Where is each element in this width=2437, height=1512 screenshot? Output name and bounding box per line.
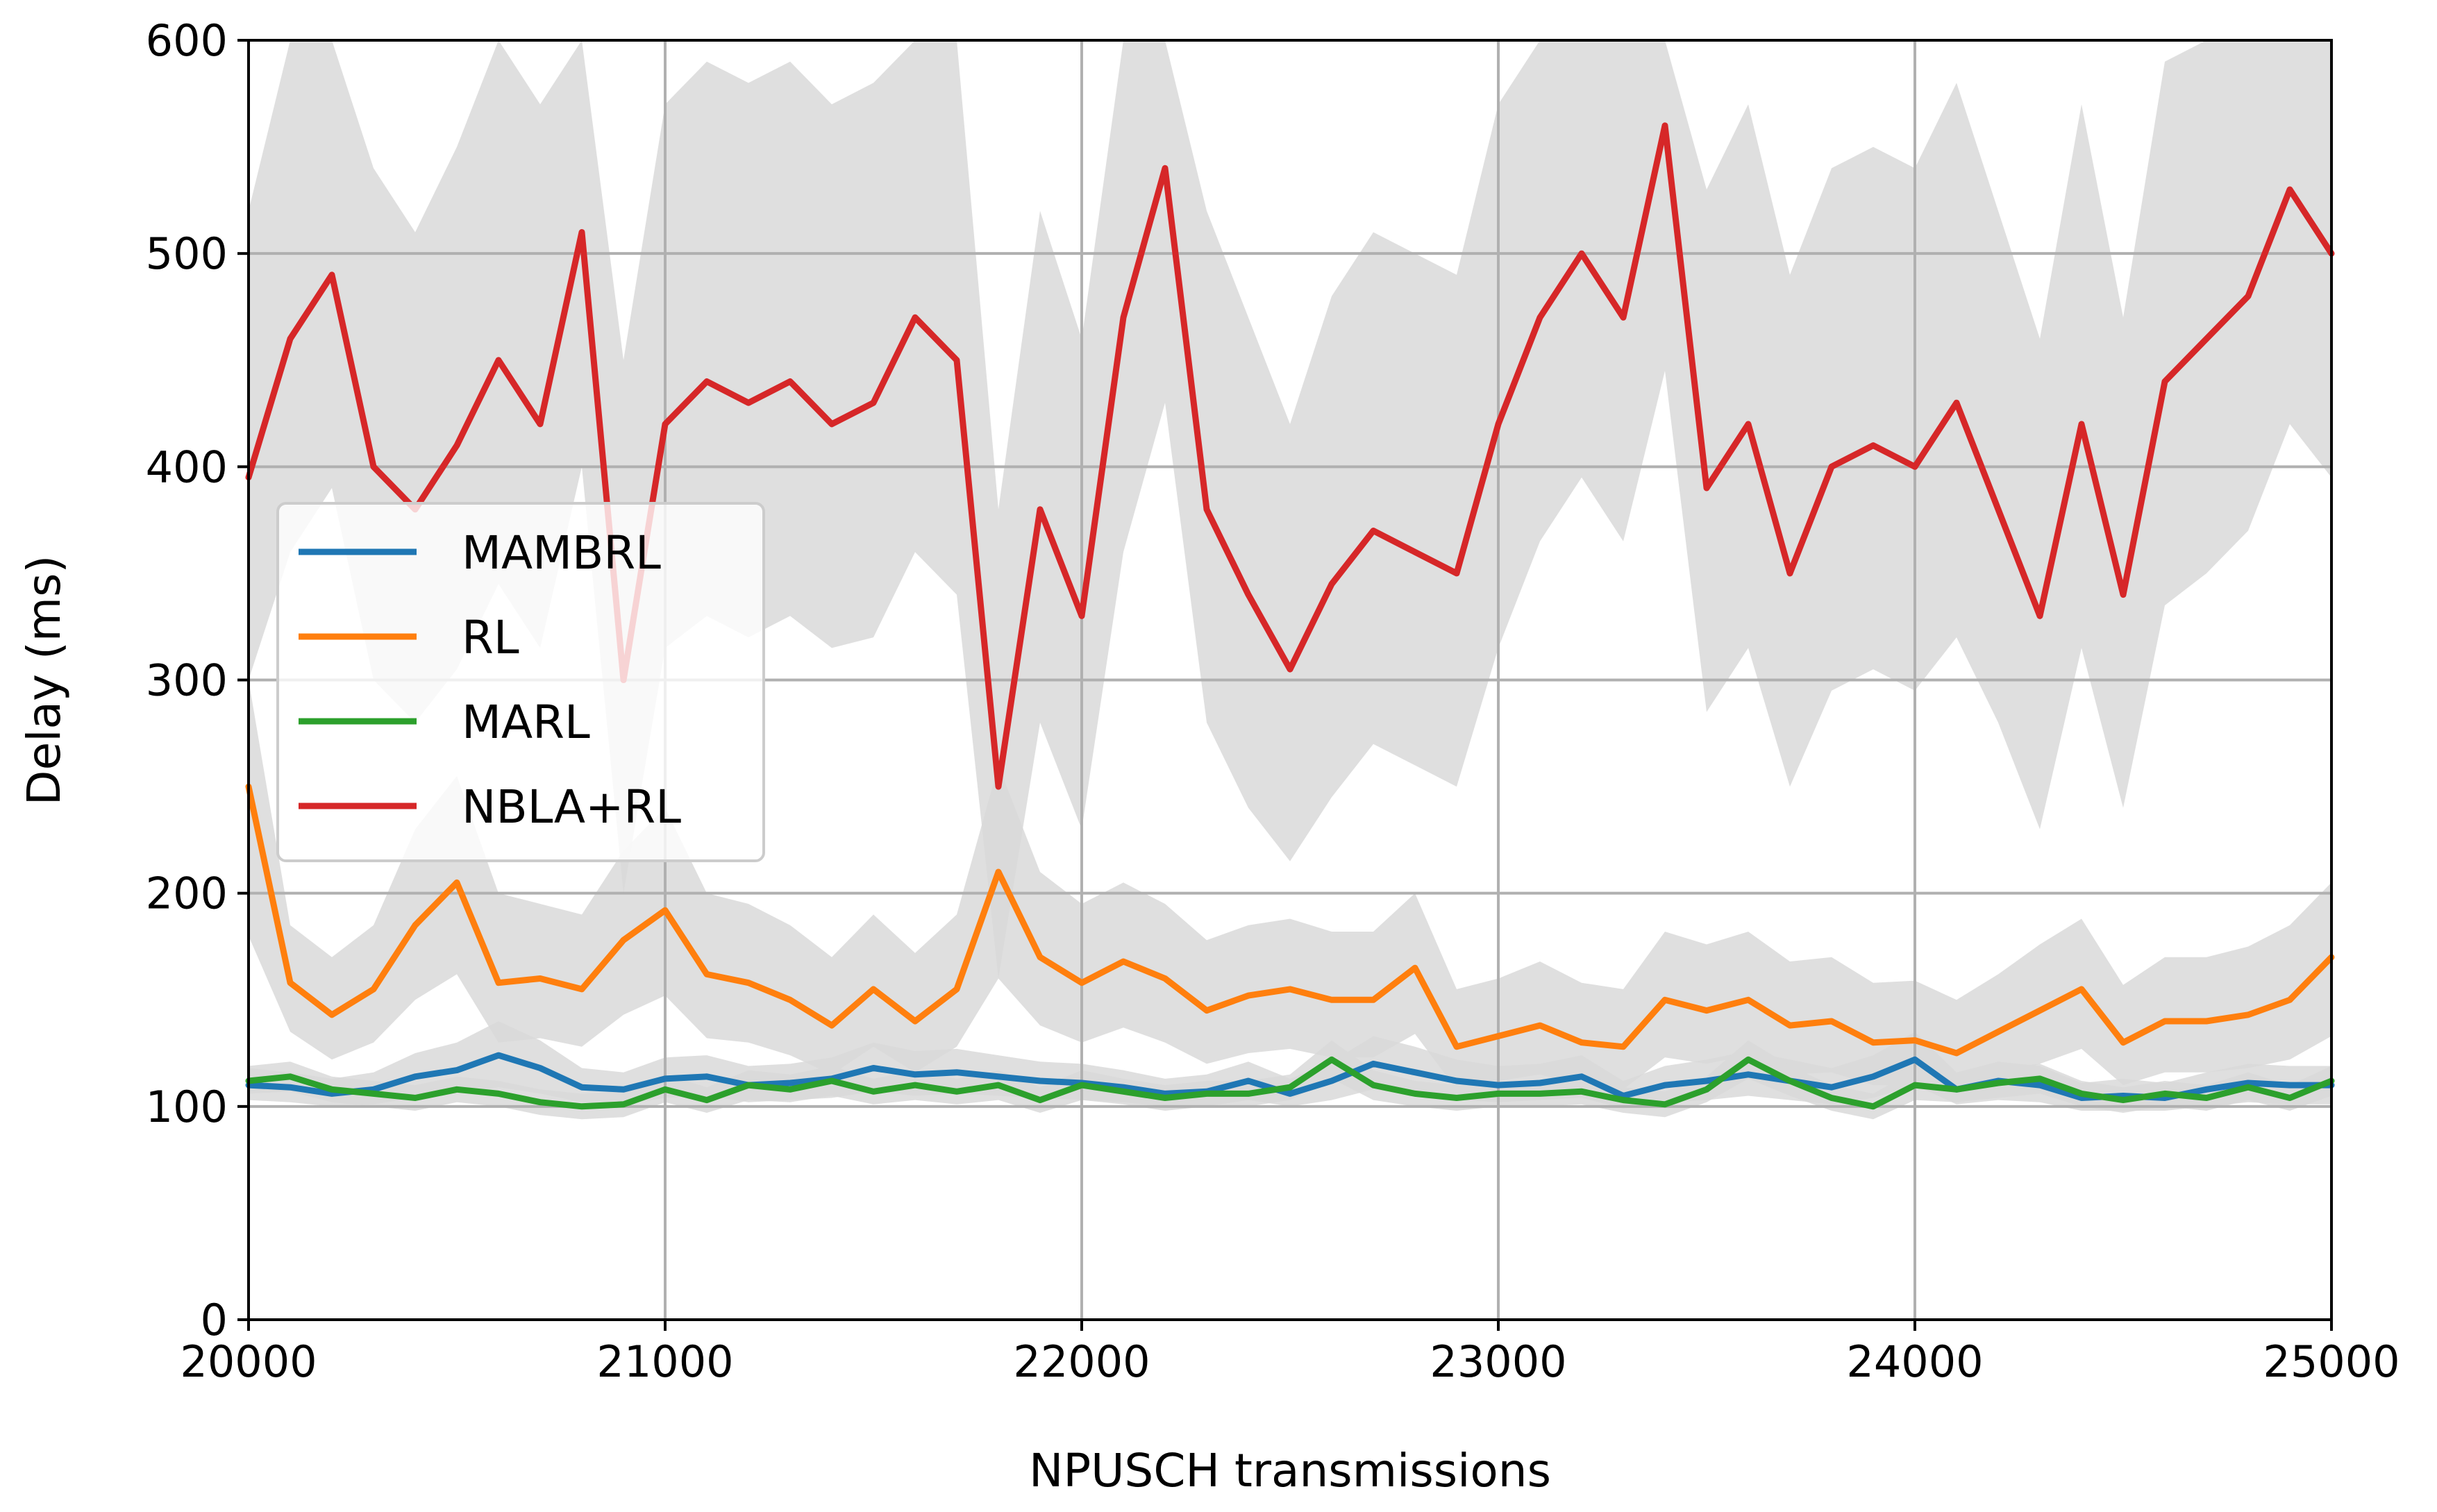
legend-label: MAMBRL xyxy=(462,526,661,580)
y-tick-label: 500 xyxy=(146,228,228,279)
legend-box xyxy=(276,502,765,862)
band-marl xyxy=(249,1040,2331,1120)
band-nbla-rl xyxy=(249,40,2331,979)
y-tick-label: 200 xyxy=(146,868,228,919)
y-tick-label: 100 xyxy=(146,1082,228,1132)
x-axis-label: NPUSCH transmissions xyxy=(1029,1444,1551,1497)
legend-label: NBLA+RL xyxy=(462,780,681,834)
y-tick-label: 400 xyxy=(146,442,228,492)
legend-label: RL xyxy=(462,611,519,664)
x-tick-label: 24000 xyxy=(1846,1336,1983,1387)
y-axis-ticks: 0 100 200 300 400 500 600 xyxy=(146,15,249,1345)
y-axis-label: Delay (ms) xyxy=(17,555,71,805)
legend-label: MARL xyxy=(462,696,590,749)
series-line-marl xyxy=(245,1056,2335,1110)
y-tick-label: 0 xyxy=(201,1295,228,1345)
legend: MAMBRL RL MARL NBLA+RL xyxy=(276,502,765,862)
series-line-nbla-rl xyxy=(245,122,2335,790)
x-tick-label: 21000 xyxy=(596,1336,733,1387)
y-tick-label: 300 xyxy=(146,655,228,706)
x-tick-label: 20000 xyxy=(180,1336,317,1387)
x-axis-ticks: 20000 21000 22000 23000 24000 25000 xyxy=(180,1320,2400,1387)
y-tick-label: 600 xyxy=(146,15,228,66)
x-tick-label: 23000 xyxy=(1430,1336,1566,1387)
series-lines xyxy=(245,122,2335,1110)
x-tick-label: 25000 xyxy=(2263,1336,2400,1387)
series-line-rl xyxy=(245,783,2335,1057)
x-tick-label: 22000 xyxy=(1013,1336,1150,1387)
